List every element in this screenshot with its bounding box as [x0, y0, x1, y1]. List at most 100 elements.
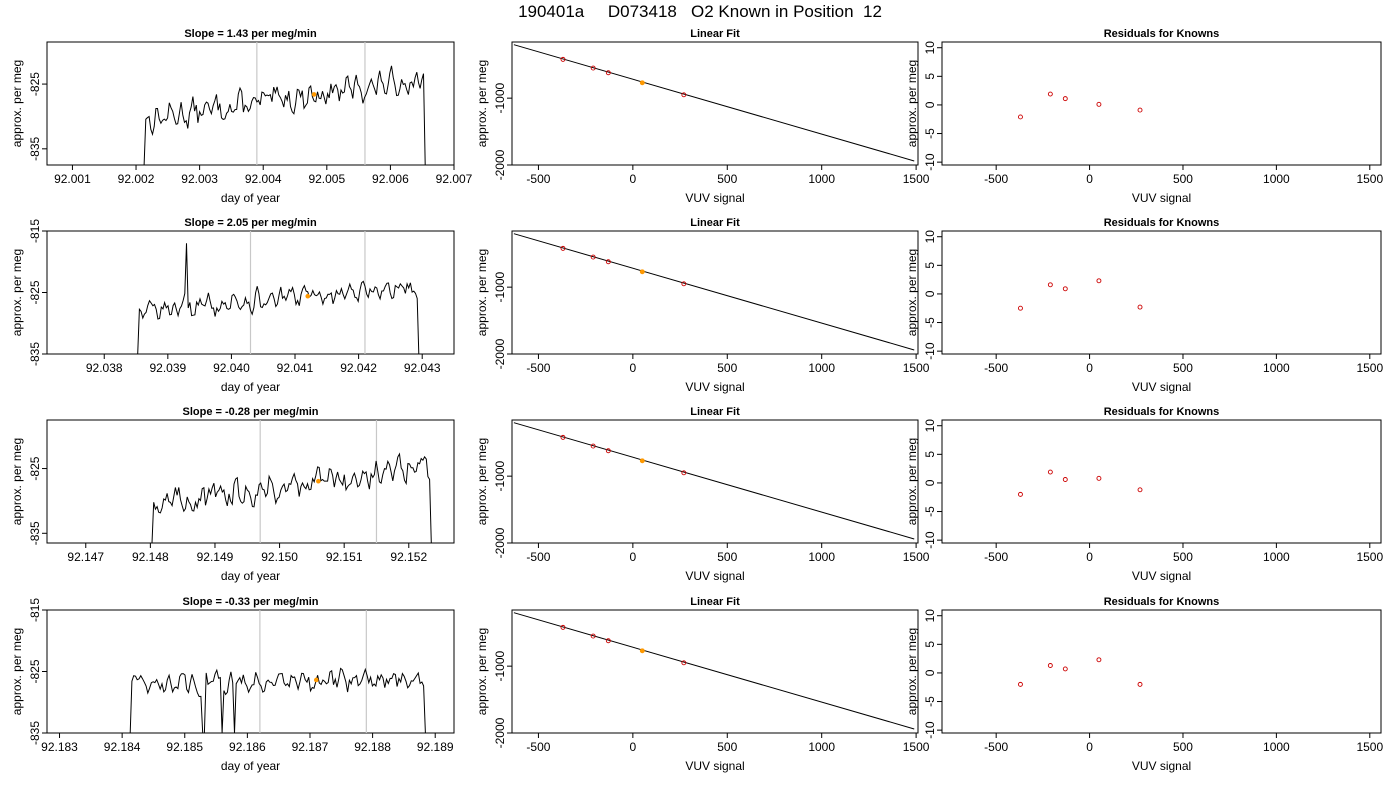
residual-point [1137, 487, 1143, 493]
fit-point [590, 633, 596, 639]
x-tick-label: 0 [1086, 550, 1093, 564]
panel-1 [42, 41, 455, 170]
panel-12 [937, 609, 1382, 738]
y-tick-label: -1000 [493, 460, 507, 491]
y-tick-label: 5 [923, 73, 937, 80]
x-axis-label: day of year [221, 759, 280, 773]
x-tick-label: 92.002 [118, 172, 155, 186]
x-tick-label: 1000 [1263, 550, 1290, 564]
x-tick-label: 500 [717, 172, 737, 186]
y-tick-label: 10 [923, 230, 937, 244]
x-axis-label: VUV signal [1132, 569, 1191, 583]
y-tick-label: 5 [923, 641, 937, 648]
y-axis-label: approx. per meg [475, 628, 489, 715]
residual-point [1096, 101, 1102, 107]
fit-line [513, 44, 915, 162]
y-axis-label: approx. per meg [905, 60, 919, 147]
x-tick-label: 92.005 [308, 172, 345, 186]
y-tick-label: -1000 [493, 271, 507, 302]
y-tick-label: -815 [28, 219, 42, 243]
fit-point [560, 624, 566, 630]
fit-point [681, 281, 687, 287]
panel-6 [507, 230, 919, 359]
x-tick-label: 92.003 [181, 172, 218, 186]
x-tick-label: 92.006 [372, 172, 409, 186]
x-tick-label: 92.151 [326, 550, 363, 564]
x-tick-label: 0 [1086, 740, 1093, 754]
signal-marker [305, 293, 311, 299]
x-tick-label: 92.038 [86, 361, 123, 375]
x-tick-label: 92.189 [417, 740, 454, 754]
signal-trace [142, 65, 429, 166]
x-tick-label: 1500 [1356, 740, 1383, 754]
panel-8 [507, 609, 919, 738]
x-tick-label: -500 [984, 740, 1008, 754]
x-tick-label: -500 [526, 361, 550, 375]
x-axis-label: VUV signal [1132, 191, 1191, 205]
y-tick-label: -10 [923, 342, 937, 360]
panel-title: Residuals for Knowns [1104, 406, 1220, 418]
x-tick-label: 92.004 [245, 172, 282, 186]
y-tick-label: -10 [923, 153, 937, 171]
plot-frame [941, 230, 1382, 355]
y-axis-label: approx. per meg [905, 628, 919, 715]
residual-point [1137, 681, 1143, 687]
residual-point [1062, 96, 1068, 102]
signal-marker [311, 92, 317, 97]
y-tick-label: -835 [28, 136, 42, 160]
y-tick-label: 10 [923, 41, 937, 55]
panel-title: Residuals for Knowns [1104, 28, 1220, 40]
y-axis-label: approx. per meg [10, 60, 24, 147]
signal-trace [136, 243, 423, 355]
x-tick-label: 0 [1086, 361, 1093, 375]
fit-line [513, 422, 915, 540]
panel-10 [937, 230, 1382, 359]
fit-point [590, 443, 596, 449]
x-tick-label: 1500 [1356, 550, 1383, 564]
plot-frame [941, 609, 1382, 734]
x-axis-label: VUV signal [1132, 380, 1191, 394]
fit-point [605, 448, 611, 454]
y-tick-label: -5 [923, 506, 937, 517]
fit-line [513, 233, 915, 351]
y-tick-label: -1000 [493, 650, 507, 681]
y-axis-label: approx. per meg [10, 628, 24, 715]
x-tick-label: -500 [526, 550, 550, 564]
x-tick-label: 1000 [808, 361, 835, 375]
fit-point [560, 434, 566, 440]
fit-point [560, 56, 566, 62]
residual-point [1018, 681, 1023, 687]
y-tick-label: -2000 [493, 149, 507, 180]
y-tick-label: 5 [923, 262, 937, 269]
panel-9 [937, 41, 1382, 170]
x-tick-label: 92.186 [229, 740, 266, 754]
x-tick-label: 1000 [1263, 361, 1290, 375]
x-axis-label: day of year [221, 380, 280, 394]
x-tick-label: 0 [630, 361, 637, 375]
y-tick-label: -835 [28, 721, 42, 745]
y-axis-label: approx. per meg [10, 438, 24, 525]
plot-frame [511, 419, 919, 544]
x-tick-label: 92.040 [213, 361, 250, 375]
residual-point [1062, 666, 1068, 672]
x-tick-label: 1000 [808, 550, 835, 564]
residual-point [1062, 477, 1068, 482]
panel-4 [42, 609, 455, 738]
x-tick-label: 92.039 [149, 361, 186, 375]
highlight-point [639, 648, 645, 654]
signal-marker [316, 478, 321, 484]
panel-5 [507, 41, 919, 170]
x-tick-label: 0 [630, 740, 637, 754]
signal-trace [128, 667, 429, 734]
x-tick-label: 92.187 [292, 740, 329, 754]
plot-frame [941, 419, 1382, 544]
x-axis-label: VUV signal [1132, 759, 1191, 773]
signal-trace [150, 452, 435, 544]
panel-title: Slope = -0.33 per meg/min [182, 596, 318, 608]
y-tick-label: -825 [28, 72, 42, 96]
x-tick-label: 500 [1173, 740, 1193, 754]
fit-line [513, 612, 915, 730]
fit-point [605, 259, 611, 265]
residual-point [1018, 491, 1023, 497]
residual-point [1137, 107, 1143, 113]
